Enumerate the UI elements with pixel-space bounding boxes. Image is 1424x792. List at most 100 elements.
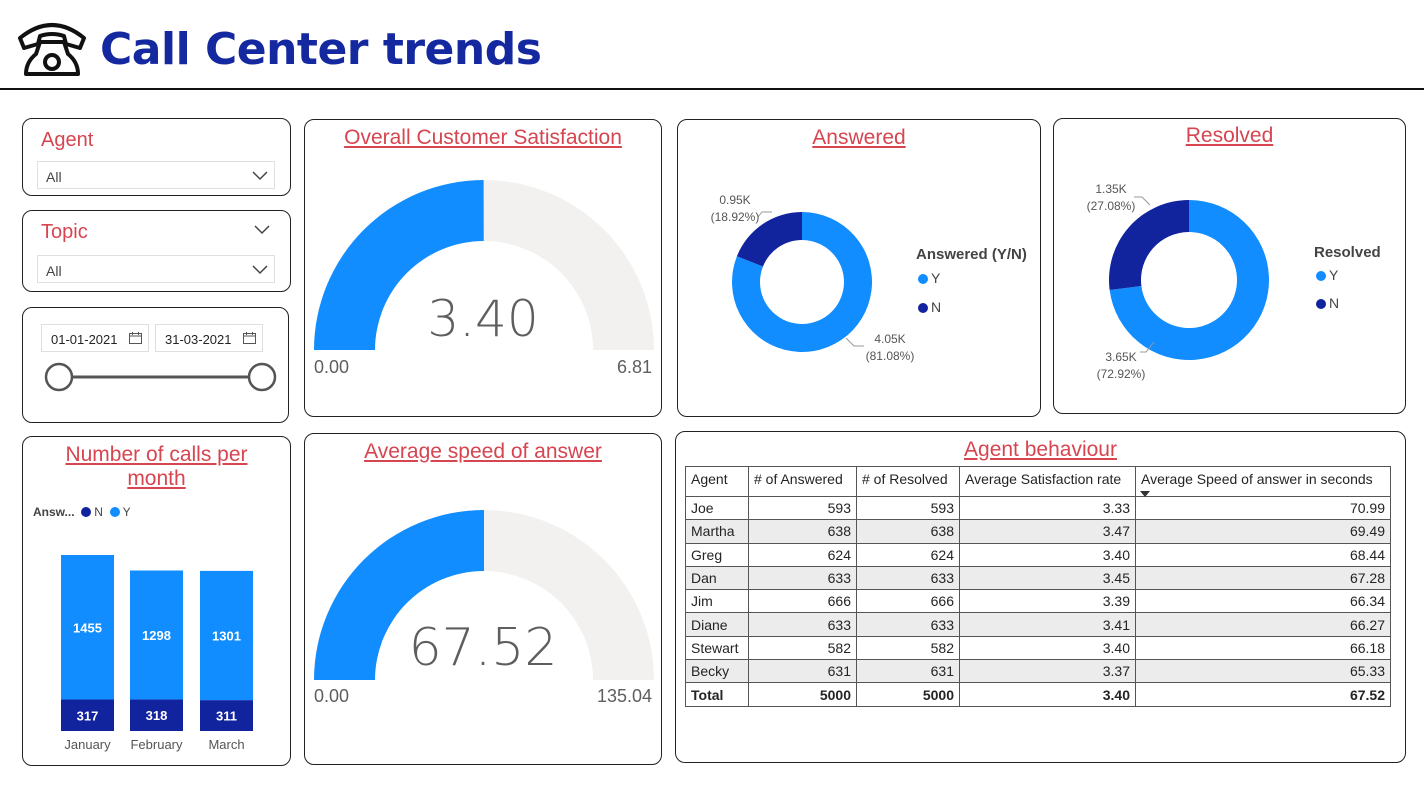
table-cell: 582	[748, 635, 857, 661]
resolved-donut	[1109, 196, 1269, 360]
answered-legend-y[interactable]: Y	[918, 270, 940, 286]
bar-n[interactable]	[200, 700, 253, 731]
bar-y[interactable]	[61, 555, 114, 700]
resolved-y-count: 3.65K	[1105, 350, 1137, 364]
table-cell: 68.44	[1135, 542, 1391, 567]
table-cell: 631	[856, 659, 960, 684]
table-cell: 633	[856, 612, 960, 637]
legend-dot	[1316, 271, 1326, 281]
answered-y-label: 4.05K (81.08%)	[858, 331, 922, 365]
legend-label: Y	[931, 270, 941, 286]
calendar-icon[interactable]	[129, 332, 142, 344]
bar-n[interactable]	[61, 699, 114, 731]
bar-label-n: 311	[216, 709, 237, 724]
legend-label-y[interactable]: Y	[122, 505, 131, 519]
table-row[interactable]: Diane 633 633 3.41 66.27	[685, 612, 1391, 637]
legend-dot	[81, 507, 92, 517]
resolved-legend-n[interactable]: N	[1316, 295, 1339, 311]
calls-bar-chart: 317 1455 January 318 1298 February 311 1301 Marc…	[61, 555, 253, 752]
bar-y[interactable]	[200, 570, 253, 701]
table-header-row: Agent # of Answered # of Resolved Averag…	[685, 466, 1391, 497]
date-range-slider[interactable]	[41, 360, 281, 396]
page-title: Call Center trends	[100, 24, 542, 75]
calls-legend-title: Answ...	[33, 505, 75, 519]
topic-slicer: Topic All	[22, 210, 291, 292]
agent-behaviour-title: Agent behaviour	[964, 438, 1117, 461]
bar-n[interactable]	[130, 699, 183, 731]
column-header-agent[interactable]: Agent	[685, 466, 749, 497]
donut-slice-n[interactable]	[736, 212, 802, 267]
column-header-resolved[interactable]: # of Resolved	[856, 466, 960, 497]
resolved-legend-y[interactable]: Y	[1316, 267, 1338, 283]
bar-label-y: 1301	[212, 629, 241, 644]
satisfaction-max: 6.81	[616, 357, 652, 377]
bar-y[interactable]	[130, 570, 183, 700]
table-row[interactable]: Jim 666 666 3.39 66.34	[685, 589, 1391, 614]
table-row[interactable]: Joe 593 593 3.33 70.99	[685, 495, 1391, 521]
donut-slice-n[interactable]	[1109, 200, 1189, 291]
leader-line-n	[757, 211, 772, 218]
resolved-legend-title: Resolved	[1314, 244, 1381, 261]
table-cell: 593	[856, 495, 960, 521]
table-row[interactable]: Greg 624 624 3.40 68.44	[685, 542, 1391, 567]
table-row[interactable]: Dan 633 633 3.45 67.28	[685, 565, 1391, 591]
end-date-input[interactable]: 31-03-2021	[155, 324, 263, 352]
start-date-input[interactable]: 01-01-2021	[41, 324, 149, 352]
answered-n-count: 0.95K	[719, 193, 751, 207]
legend-dot	[109, 507, 120, 517]
column-header-answered[interactable]: # of Answered	[748, 466, 857, 497]
table-row[interactable]: Stewart 582 582 3.40 66.18	[685, 635, 1391, 661]
x-tick-label: March	[208, 737, 244, 752]
column-header-speed-label: Average Speed of answer in seconds	[1141, 471, 1373, 487]
table-total-row: Total 5000 5000 3.40 67.52	[685, 682, 1391, 707]
agent-dropdown[interactable]: All	[37, 161, 275, 189]
table-cell: Jim	[685, 589, 749, 614]
x-tick-label: February	[130, 737, 183, 752]
calls-title-line-1: Number of calls per	[65, 443, 248, 466]
gauge-fill	[314, 510, 484, 680]
end-date-value: 31-03-2021	[165, 332, 232, 347]
table-cell: 631	[748, 659, 857, 684]
table-cell: 666	[856, 589, 960, 614]
agent-dropdown-value: All	[46, 169, 62, 185]
table-cell: 593	[748, 495, 857, 521]
table-cell: Greg	[685, 542, 749, 567]
table-cell: Joe	[685, 495, 749, 521]
answered-legend-n[interactable]: N	[918, 299, 941, 315]
calendar-icon[interactable]	[243, 332, 256, 344]
total-cell: Total	[685, 682, 749, 707]
resolved-y-label: 3.65K (72.92%)	[1090, 349, 1152, 383]
table-row[interactable]: Martha 638 638 3.47 69.49	[685, 519, 1391, 544]
answered-y-percent: (81.08%)	[865, 349, 915, 363]
speed-max: 135.04	[596, 686, 652, 706]
sort-descending-icon[interactable]	[1140, 491, 1150, 497]
gauge-fill	[314, 180, 484, 350]
speed-gauge-card: Average speed of answer 67.52 0.00 135.0…	[304, 433, 662, 765]
collapse-chevron-icon[interactable]	[254, 225, 270, 235]
column-header-satisfaction[interactable]: Average Satisfaction rate	[959, 466, 1136, 497]
donut-slice-y[interactable]	[1109, 200, 1269, 360]
slider-start-handle[interactable]	[44, 362, 74, 392]
bar-label-n: 317	[77, 708, 99, 723]
resolved-n-count: 1.35K	[1095, 182, 1127, 196]
table-cell: 633	[748, 565, 857, 591]
total-cell: 5000	[748, 682, 857, 707]
slider-end-handle[interactable]	[247, 362, 277, 392]
leader-line-y	[1140, 341, 1155, 353]
bar-label-n: 318	[146, 708, 168, 723]
donut-slice-y[interactable]	[732, 212, 872, 352]
column-header-speed[interactable]: Average Speed of answer in seconds	[1135, 466, 1391, 497]
table-cell: 638	[856, 519, 960, 544]
calls-title: Number of calls per month	[23, 443, 290, 491]
legend-label-n[interactable]: N	[94, 505, 103, 519]
table-cell: 3.40	[959, 635, 1136, 661]
calls-legend: Answ... N Y	[33, 505, 131, 519]
answered-card: Answered 0.95K (18.92%) 4.05K (81.08%) A…	[677, 119, 1041, 417]
legend-label: Y	[1329, 267, 1339, 283]
legend-label: N	[1329, 295, 1340, 311]
table-cell: 3.37	[959, 659, 1136, 684]
table-row[interactable]: Becky 631 631 3.37 65.33	[685, 659, 1391, 684]
satisfaction-title: Overall Customer Satisfaction	[344, 126, 622, 149]
topic-dropdown[interactable]: All	[37, 255, 275, 283]
total-cell: 3.40	[959, 682, 1136, 707]
